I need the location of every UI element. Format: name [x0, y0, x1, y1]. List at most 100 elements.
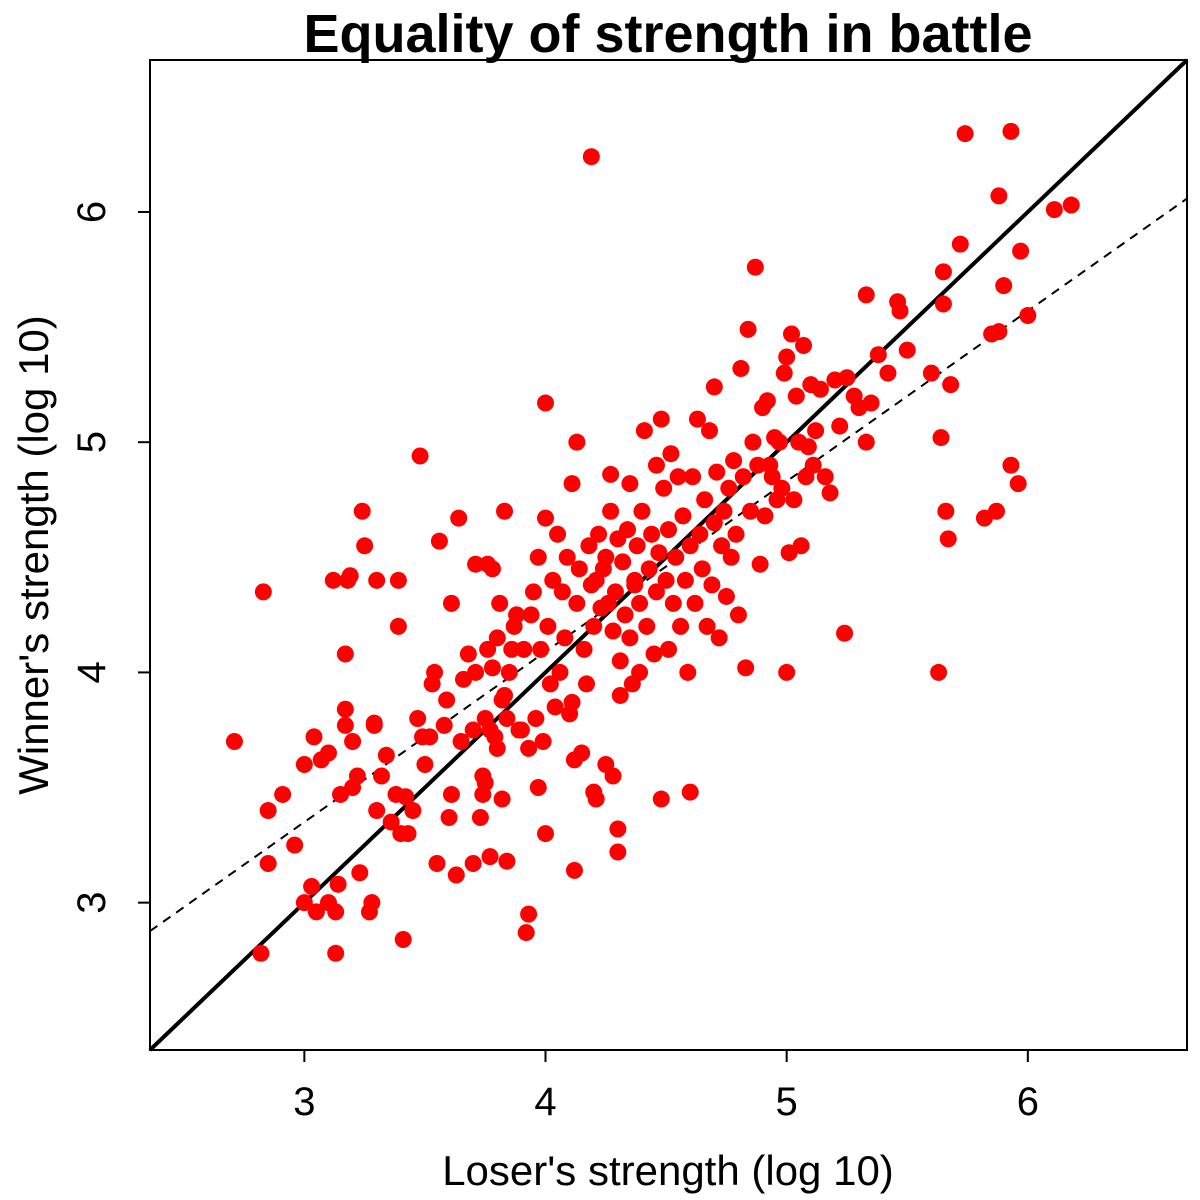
data-point — [606, 583, 624, 601]
data-point — [524, 583, 542, 601]
data-point — [295, 756, 313, 774]
data-point — [744, 433, 762, 451]
data-point — [1002, 456, 1020, 474]
data-point — [621, 629, 639, 647]
data-point — [628, 537, 646, 555]
data-point — [563, 693, 581, 711]
data-point — [652, 790, 670, 808]
data-point — [734, 468, 752, 486]
data-point — [681, 537, 699, 555]
data-point — [324, 571, 342, 589]
data-point — [488, 629, 506, 647]
data-point — [537, 825, 555, 843]
data-point — [758, 392, 776, 410]
data-point — [508, 606, 526, 624]
data-point — [254, 583, 272, 601]
data-point — [951, 235, 969, 253]
data-point — [698, 617, 716, 635]
data-point — [631, 663, 649, 681]
data-point — [645, 645, 663, 663]
data-point — [493, 790, 511, 808]
data-point — [464, 855, 482, 873]
data-point — [551, 663, 569, 681]
data-point — [452, 732, 470, 750]
data-point — [705, 378, 723, 396]
data-point — [563, 475, 581, 493]
data-point — [862, 394, 880, 412]
data-point — [329, 875, 347, 893]
data-point — [638, 617, 656, 635]
data-point — [565, 861, 583, 879]
data-point — [496, 502, 514, 520]
y-tick-label: 3 — [70, 892, 114, 914]
data-point — [647, 456, 665, 474]
data-point — [399, 825, 417, 843]
data-point — [575, 640, 593, 658]
data-point — [932, 429, 950, 447]
data-point — [515, 640, 533, 658]
data-point — [633, 502, 651, 520]
data-point — [344, 732, 362, 750]
data-point — [614, 553, 632, 571]
data-point — [578, 675, 596, 693]
data-point — [491, 594, 509, 612]
data-point — [831, 417, 849, 435]
data-point — [1002, 122, 1020, 140]
data-point — [795, 336, 813, 354]
data-point — [770, 433, 788, 451]
data-point — [389, 617, 407, 635]
data-point — [368, 571, 386, 589]
data-point — [570, 560, 588, 578]
data-point — [691, 525, 709, 543]
data-point — [428, 855, 446, 873]
data-point — [512, 721, 530, 739]
data-point — [619, 521, 637, 539]
data-point — [688, 410, 706, 428]
data-point — [527, 709, 545, 727]
data-point — [464, 721, 482, 739]
data-point — [430, 532, 448, 550]
data-point — [389, 571, 407, 589]
data-point — [821, 484, 839, 502]
data-point — [259, 802, 277, 820]
data-point — [582, 148, 600, 166]
data-point — [792, 537, 810, 555]
data-point — [580, 537, 598, 555]
data-point — [604, 622, 622, 640]
data-point — [652, 410, 670, 428]
data-point — [655, 479, 673, 497]
data-point — [496, 686, 514, 704]
data-point — [681, 783, 699, 801]
data-point — [546, 698, 564, 716]
data-point — [553, 583, 571, 601]
x-tick-label: 3 — [293, 1080, 315, 1124]
data-point — [450, 509, 468, 527]
data-point — [225, 732, 243, 750]
data-point — [481, 848, 499, 866]
data-point — [377, 746, 395, 764]
data-point — [498, 709, 516, 727]
data-point — [307, 903, 325, 921]
data-point — [541, 675, 559, 693]
data-point — [604, 767, 622, 785]
data-point — [669, 468, 687, 486]
data-point — [782, 325, 800, 343]
data-point — [537, 509, 555, 527]
data-point — [336, 716, 354, 734]
data-point — [811, 380, 829, 398]
data-point — [602, 465, 620, 483]
regression-line — [149, 197, 1188, 932]
x-tick-label: 4 — [534, 1080, 556, 1124]
data-point — [722, 548, 740, 566]
data-point — [775, 364, 793, 382]
data-point — [467, 663, 485, 681]
data-point — [857, 286, 875, 304]
data-point — [739, 320, 757, 338]
data-point — [626, 571, 644, 589]
y-axis-label: Winner's strength (log 10) — [10, 315, 57, 795]
data-point — [1045, 201, 1063, 219]
data-point — [713, 537, 731, 555]
data-point — [500, 663, 518, 681]
data-point — [751, 555, 769, 573]
